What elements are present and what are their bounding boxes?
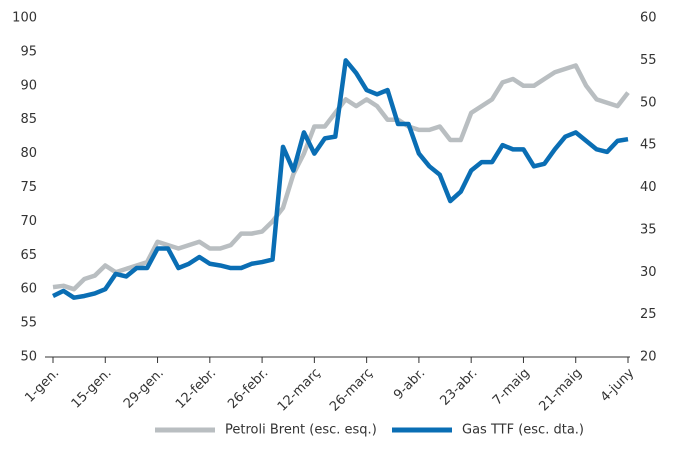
- x-tick-label: 29-gen.: [121, 366, 167, 412]
- y-tick-label: 100: [12, 11, 37, 26]
- y2-tick-label: 50: [640, 95, 657, 110]
- y-tick-label: 55: [20, 316, 37, 331]
- y-tick-label: 80: [20, 146, 37, 161]
- legend-label: Petroli Brent (esc. esq.): [225, 423, 377, 438]
- y2-tick-label: 60: [640, 11, 657, 26]
- x-tick-label: 12-febr.: [173, 366, 219, 412]
- y-tick-label: 50: [20, 350, 37, 365]
- y-tick-label: 60: [20, 282, 37, 297]
- y-tick-label: 85: [20, 112, 37, 127]
- y2-tick-label: 40: [640, 180, 657, 195]
- x-tick-label: 21-maig: [536, 366, 585, 415]
- x-tick-label: 15-gen.: [69, 366, 115, 412]
- x-tick-label: 1-gen.: [22, 366, 62, 406]
- y2-tick-label: 25: [640, 307, 657, 322]
- y2-tick-label: 55: [640, 53, 657, 68]
- legend-label: Gas TTF (esc. dta.): [462, 423, 584, 438]
- y-tick-label: 90: [20, 78, 37, 93]
- x-tick-label: 23-abr.: [438, 366, 481, 409]
- y2-tick-label: 30: [640, 265, 657, 280]
- x-tick-label: 9-abr.: [391, 366, 428, 403]
- series-line: [52, 58, 629, 300]
- x-tick-label: 26-febr.: [225, 366, 271, 412]
- x-tick-label: 26-març: [327, 366, 376, 415]
- x-tick-label: 7-maig: [490, 366, 533, 409]
- y-tick-label: 95: [20, 44, 37, 59]
- y2-tick-label: 45: [640, 138, 657, 153]
- x-tick-label: 4-juny: [598, 365, 638, 405]
- y2-tick-label: 20: [640, 350, 657, 365]
- y-tick-label: 75: [20, 180, 37, 195]
- y-tick-label: 70: [20, 214, 37, 229]
- y-tick-label: 65: [20, 248, 37, 263]
- y2-tick-label: 35: [640, 222, 657, 237]
- x-tick-label: 12-març: [275, 366, 324, 415]
